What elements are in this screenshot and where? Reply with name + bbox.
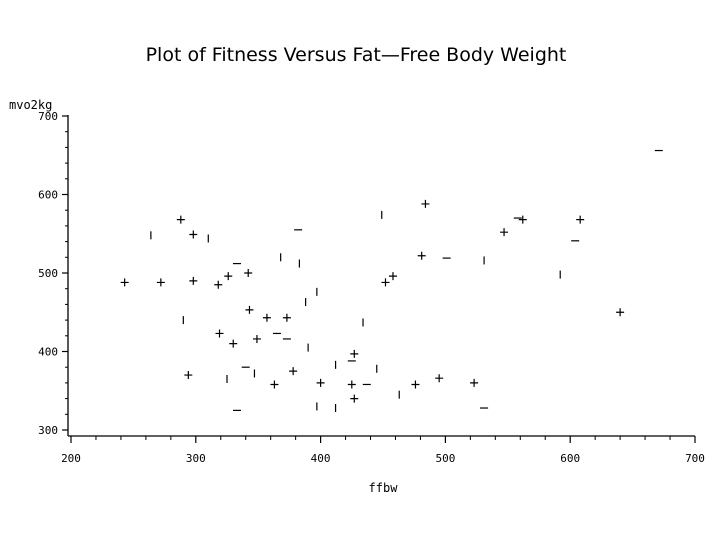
x-axis-label: ffbw [369, 481, 399, 495]
axis-ticks: 300 400 500 600 700 200 300 400 500 600 700 [38, 110, 705, 465]
x-tick-label: 300 [186, 452, 206, 465]
data-point-plus [120, 278, 129, 287]
data-point-plus [421, 199, 430, 208]
data-point-plus [245, 305, 254, 314]
y-tick-label: 500 [38, 267, 58, 280]
data-point-plus [347, 380, 356, 389]
data-point-plus [189, 276, 198, 285]
y-axis-label: mvo2kg [9, 98, 52, 112]
data-point-plus [270, 380, 279, 389]
y-tick-label: 700 [38, 110, 58, 123]
y-tick-label: 300 [38, 424, 58, 437]
x-tick-label: 400 [311, 452, 331, 465]
data-point-plus [214, 280, 223, 289]
data-point-plus [435, 374, 444, 383]
data-point-plus [244, 269, 253, 277]
data-point-plus [184, 371, 193, 380]
y-tick-label: 600 [38, 189, 58, 202]
data-point-plus [229, 339, 238, 348]
data-point-plus [350, 394, 359, 403]
data-point-plus [381, 278, 390, 287]
data-point-plus [470, 378, 479, 387]
data-point-plus [350, 349, 359, 358]
data-point-plus [500, 228, 509, 237]
data-point-plus [316, 378, 325, 387]
data-point-plus [289, 367, 298, 376]
data-point-plus [616, 308, 625, 317]
data-point-plus [189, 230, 198, 239]
data-point-plus [215, 329, 224, 338]
x-tick-label: 600 [560, 452, 580, 465]
data-point-plus [411, 380, 420, 389]
data-point-plus [388, 272, 397, 281]
chart-title: Plot of Fitness Versus Fat—Free Body Wei… [146, 44, 567, 66]
data-point-plus [156, 278, 165, 287]
data-point-plus [262, 313, 271, 322]
x-tick-label: 200 [61, 452, 81, 465]
data-point-plus [417, 251, 426, 260]
x-tick-label: 700 [685, 452, 705, 465]
data-point-plus [518, 215, 527, 224]
data-point-plus [282, 313, 291, 322]
x-tick-label: 500 [435, 452, 455, 465]
data-point-plus [252, 334, 261, 343]
data-point-plus [176, 215, 185, 224]
data-points [120, 149, 663, 413]
data-point-plus [576, 215, 585, 224]
data-point-plus [224, 272, 233, 281]
y-tick-label: 400 [38, 346, 58, 359]
